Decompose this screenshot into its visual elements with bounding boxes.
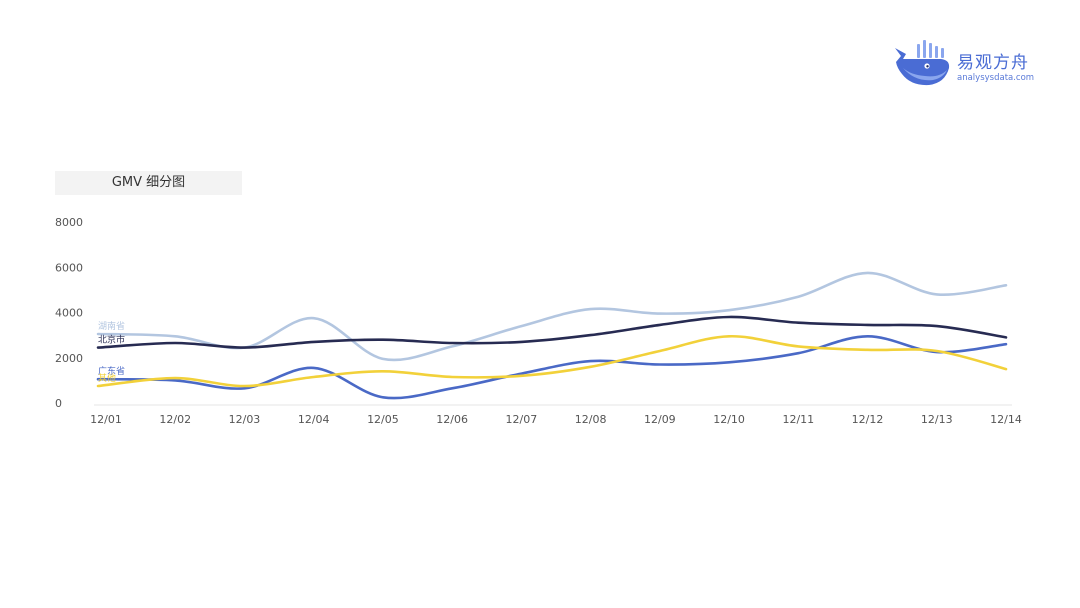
y-axis: 0 2000 4000 6000 8000 <box>55 216 83 410</box>
x-tick-label: 12/06 <box>436 413 468 426</box>
x-tick-label: 12/13 <box>921 413 953 426</box>
chart-title: GMV 细分图 <box>55 171 242 195</box>
series-lines <box>96 271 1008 400</box>
x-tick-label: 12/03 <box>229 413 261 426</box>
series-line <box>96 315 1008 349</box>
x-tick-label: 12/09 <box>644 413 676 426</box>
x-tick-label: 12/01 <box>90 413 122 426</box>
series-label: 其他 <box>98 372 116 384</box>
y-tick-label: 2000 <box>55 352 83 365</box>
y-tick-label: 6000 <box>55 261 83 274</box>
brand-logo: 易观方舟 analysysdata.com <box>893 38 1043 90</box>
x-tick-label: 12/04 <box>298 413 330 426</box>
x-tick-label: 12/02 <box>159 413 191 426</box>
x-tick-label: 12/05 <box>367 413 399 426</box>
brand-url: analysysdata.com <box>957 73 1035 83</box>
y-tick-label: 8000 <box>55 216 83 229</box>
series-label: 北京市 <box>98 334 125 346</box>
x-axis: 12/01 12/02 12/03 12/04 12/05 12/06 12/07 12/08… <box>90 413 1022 426</box>
x-tick-label: 12/11 <box>782 413 814 426</box>
x-tick-label: 12/12 <box>852 413 884 426</box>
x-tick-label: 12/08 <box>575 413 607 426</box>
series-label: 湖南省 <box>98 320 125 332</box>
series-line <box>96 334 1008 400</box>
x-tick-label: 12/07 <box>506 413 538 426</box>
x-tick-label: 12/10 <box>713 413 745 426</box>
x-tick-label: 12/14 <box>990 413 1022 426</box>
whale-logo-icon <box>895 40 950 86</box>
y-tick-label: 4000 <box>55 307 83 320</box>
y-tick-label: 0 <box>55 397 62 410</box>
series-line <box>96 271 1008 362</box>
brand-name: 易观方舟 <box>957 53 1029 73</box>
series-label: 广东省 <box>98 365 125 377</box>
series-line <box>96 334 1008 388</box>
